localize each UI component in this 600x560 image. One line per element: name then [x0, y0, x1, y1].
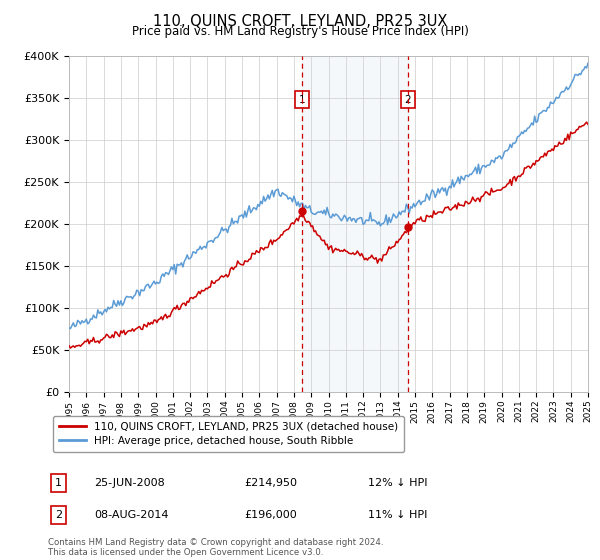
Bar: [302, 56, 408, 392]
Legend: 110, QUINS CROFT, LEYLAND, PR25 3UX (detached house), HPI: Average price, detach: 110, QUINS CROFT, LEYLAND, PR25 3UX (det…: [53, 416, 404, 452]
Text: £214,950: £214,950: [244, 478, 297, 488]
Text: 110, QUINS CROFT, LEYLAND, PR25 3UX: 110, QUINS CROFT, LEYLAND, PR25 3UX: [153, 14, 447, 29]
Text: £196,000: £196,000: [244, 510, 297, 520]
Text: 11% ↓ HPI: 11% ↓ HPI: [368, 510, 427, 520]
Text: Price paid vs. HM Land Registry's House Price Index (HPI): Price paid vs. HM Land Registry's House …: [131, 25, 469, 38]
Text: 08-AUG-2014: 08-AUG-2014: [94, 510, 169, 520]
Text: Contains HM Land Registry data © Crown copyright and database right 2024.
This d: Contains HM Land Registry data © Crown c…: [48, 538, 383, 557]
Text: 1: 1: [299, 95, 305, 105]
Text: 2: 2: [55, 510, 62, 520]
Text: 25-JUN-2008: 25-JUN-2008: [94, 478, 165, 488]
Text: 1: 1: [55, 478, 62, 488]
Text: 2: 2: [404, 95, 411, 105]
Text: 12% ↓ HPI: 12% ↓ HPI: [368, 478, 427, 488]
